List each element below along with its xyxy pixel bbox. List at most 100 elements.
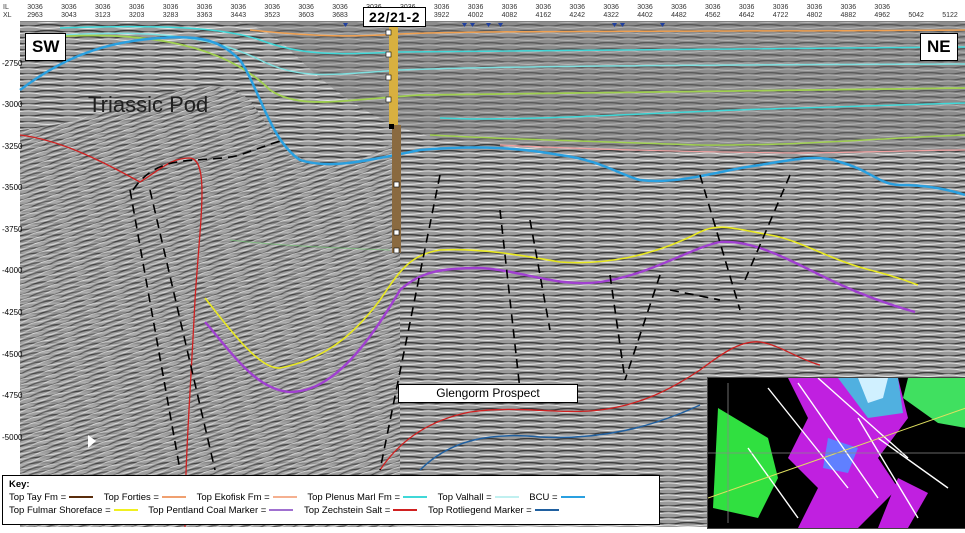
- il-tick: 3036: [129, 4, 145, 11]
- swatch: [269, 509, 294, 512]
- well-marker-icon: [385, 29, 392, 36]
- xl-tick: 3603: [298, 12, 314, 19]
- il-tick: 3036: [569, 4, 585, 11]
- xl-tick: 5042: [908, 12, 924, 19]
- il-tick: 3036: [603, 4, 619, 11]
- fault-line-icon: [132, 139, 286, 191]
- horizon-top-zechstein-deep: [379, 341, 821, 471]
- crossline-markers: [343, 23, 665, 27]
- depth-axis: -2750 -3000 -3250 -3500 -3750 -4000 -425…: [2, 59, 23, 442]
- xl-tick: 3922: [434, 12, 450, 19]
- inset-map-icon: [707, 377, 965, 528]
- arrow-icon: [88, 435, 96, 448]
- key-entry: Top Zechstein Salt =: [304, 504, 418, 517]
- fault-line-icon: [669, 289, 721, 301]
- well-22-21-2: [385, 25, 401, 254]
- key-row-2: Top Fulmar Shoreface = Top Pentland Coal…: [9, 504, 653, 517]
- top-axis: IL XL 3036296330363043303631233036320330…: [3, 4, 958, 19]
- depth-tick: -2750: [2, 59, 23, 68]
- depth-tick: -3500: [2, 183, 23, 192]
- xl-tick: 4562: [705, 12, 721, 19]
- xl-tick: 4322: [603, 12, 619, 19]
- il-tick: 3036: [807, 4, 823, 11]
- il-tick: 3036: [298, 4, 314, 11]
- fault-line-icon: [744, 174, 791, 281]
- depth-tick: -5000: [2, 433, 23, 442]
- key-entry: BCU =: [529, 491, 585, 504]
- fault-line-icon: [129, 189, 181, 471]
- depth-tick: -3000: [2, 100, 23, 109]
- inset-map: [707, 377, 965, 529]
- horizon-top-fulmar: [204, 226, 919, 369]
- sw-label: SW: [25, 33, 67, 61]
- xl-tick: 4242: [569, 12, 585, 19]
- depth-tick: -4750: [2, 391, 23, 400]
- swatch: [69, 496, 94, 499]
- prospect-label: Glengorm Prospect: [398, 384, 578, 403]
- horizon-top-plenus: [439, 102, 965, 120]
- il-tick: 3036: [773, 4, 789, 11]
- xl-tick: 3683: [332, 12, 348, 19]
- swatch: [393, 509, 418, 512]
- fault-line-icon: [609, 274, 626, 381]
- depth-tick: -4250: [2, 308, 23, 317]
- depth-tick: -3250: [2, 142, 23, 151]
- depth-tick: -4500: [2, 350, 23, 359]
- il-tick: 3036: [27, 4, 43, 11]
- il-tick: 3036: [231, 4, 247, 11]
- depth-tick: -3750: [2, 225, 23, 234]
- fault-line-icon: [699, 174, 741, 311]
- fault-line-icon: [379, 174, 441, 471]
- horizon-top-pentland: [204, 240, 916, 394]
- il-tick: 3036: [739, 4, 755, 11]
- il-tick: 3036: [163, 4, 179, 11]
- horizon-lower-green: [429, 134, 965, 146]
- well-marker-icon: [393, 229, 400, 236]
- key-entry: Top Fulmar Shoreface =: [9, 504, 138, 517]
- xl-tick: 4962: [874, 12, 890, 19]
- il-tick: 3036: [61, 4, 77, 11]
- key-entry: Top Tay Fm =: [9, 491, 94, 504]
- key-entry: Top Forties =: [104, 491, 186, 504]
- il-tick: 3036: [197, 4, 213, 11]
- swatch: [272, 496, 297, 499]
- swatch: [534, 509, 559, 512]
- il-tick: 3036: [264, 4, 280, 11]
- horizon-bcu: [19, 35, 965, 197]
- well-marker-icon: [385, 74, 392, 81]
- key-entry: Top Ekofisk Fm =: [197, 491, 297, 504]
- key-entry: Top Plenus Marl Fm =: [307, 491, 428, 504]
- xl-label: XL: [3, 12, 12, 19]
- il-tick: 3036: [671, 4, 687, 11]
- swatch: [161, 496, 186, 499]
- swatch: [403, 496, 428, 499]
- swatch: [560, 496, 585, 499]
- xl-tick: 3283: [163, 12, 179, 19]
- well-marker-icon: [385, 51, 392, 58]
- well-marker-icon: [393, 181, 400, 188]
- ne-label: NE: [920, 33, 958, 61]
- key-title: Key:: [9, 479, 30, 490]
- horizon-top-tay: [249, 29, 965, 37]
- fault-line-icon: [624, 274, 661, 381]
- well-label: 22/21-2: [363, 7, 426, 27]
- xl-tick: 3123: [95, 12, 111, 19]
- il-label: IL: [3, 4, 9, 11]
- il-tick: 3036: [536, 4, 552, 11]
- key-entry: Top Pentland Coal Marker =: [148, 504, 294, 517]
- xl-tick: 4002: [468, 12, 484, 19]
- triassic-pod-label: Triassic Pod: [88, 92, 209, 117]
- xl-tick: 4402: [637, 12, 653, 19]
- legend-key: Key: Top Tay Fm = Top Forties = Top Ekof…: [2, 475, 660, 525]
- key-entry: Top Rotliegend Marker =: [428, 504, 559, 517]
- horizon-faint-green: [229, 239, 391, 251]
- well-marker-icon: [385, 96, 392, 103]
- xl-tick: 2963: [27, 12, 43, 19]
- xl-tick: 4722: [773, 12, 789, 19]
- well-marker-icon: [393, 247, 400, 254]
- horizon-top-rotliegend: [419, 404, 701, 471]
- fault-line-icon: [529, 219, 551, 331]
- xl-tick: 3523: [264, 12, 280, 19]
- xl-tick: 3443: [231, 12, 247, 19]
- il-tick: 3036: [332, 4, 348, 11]
